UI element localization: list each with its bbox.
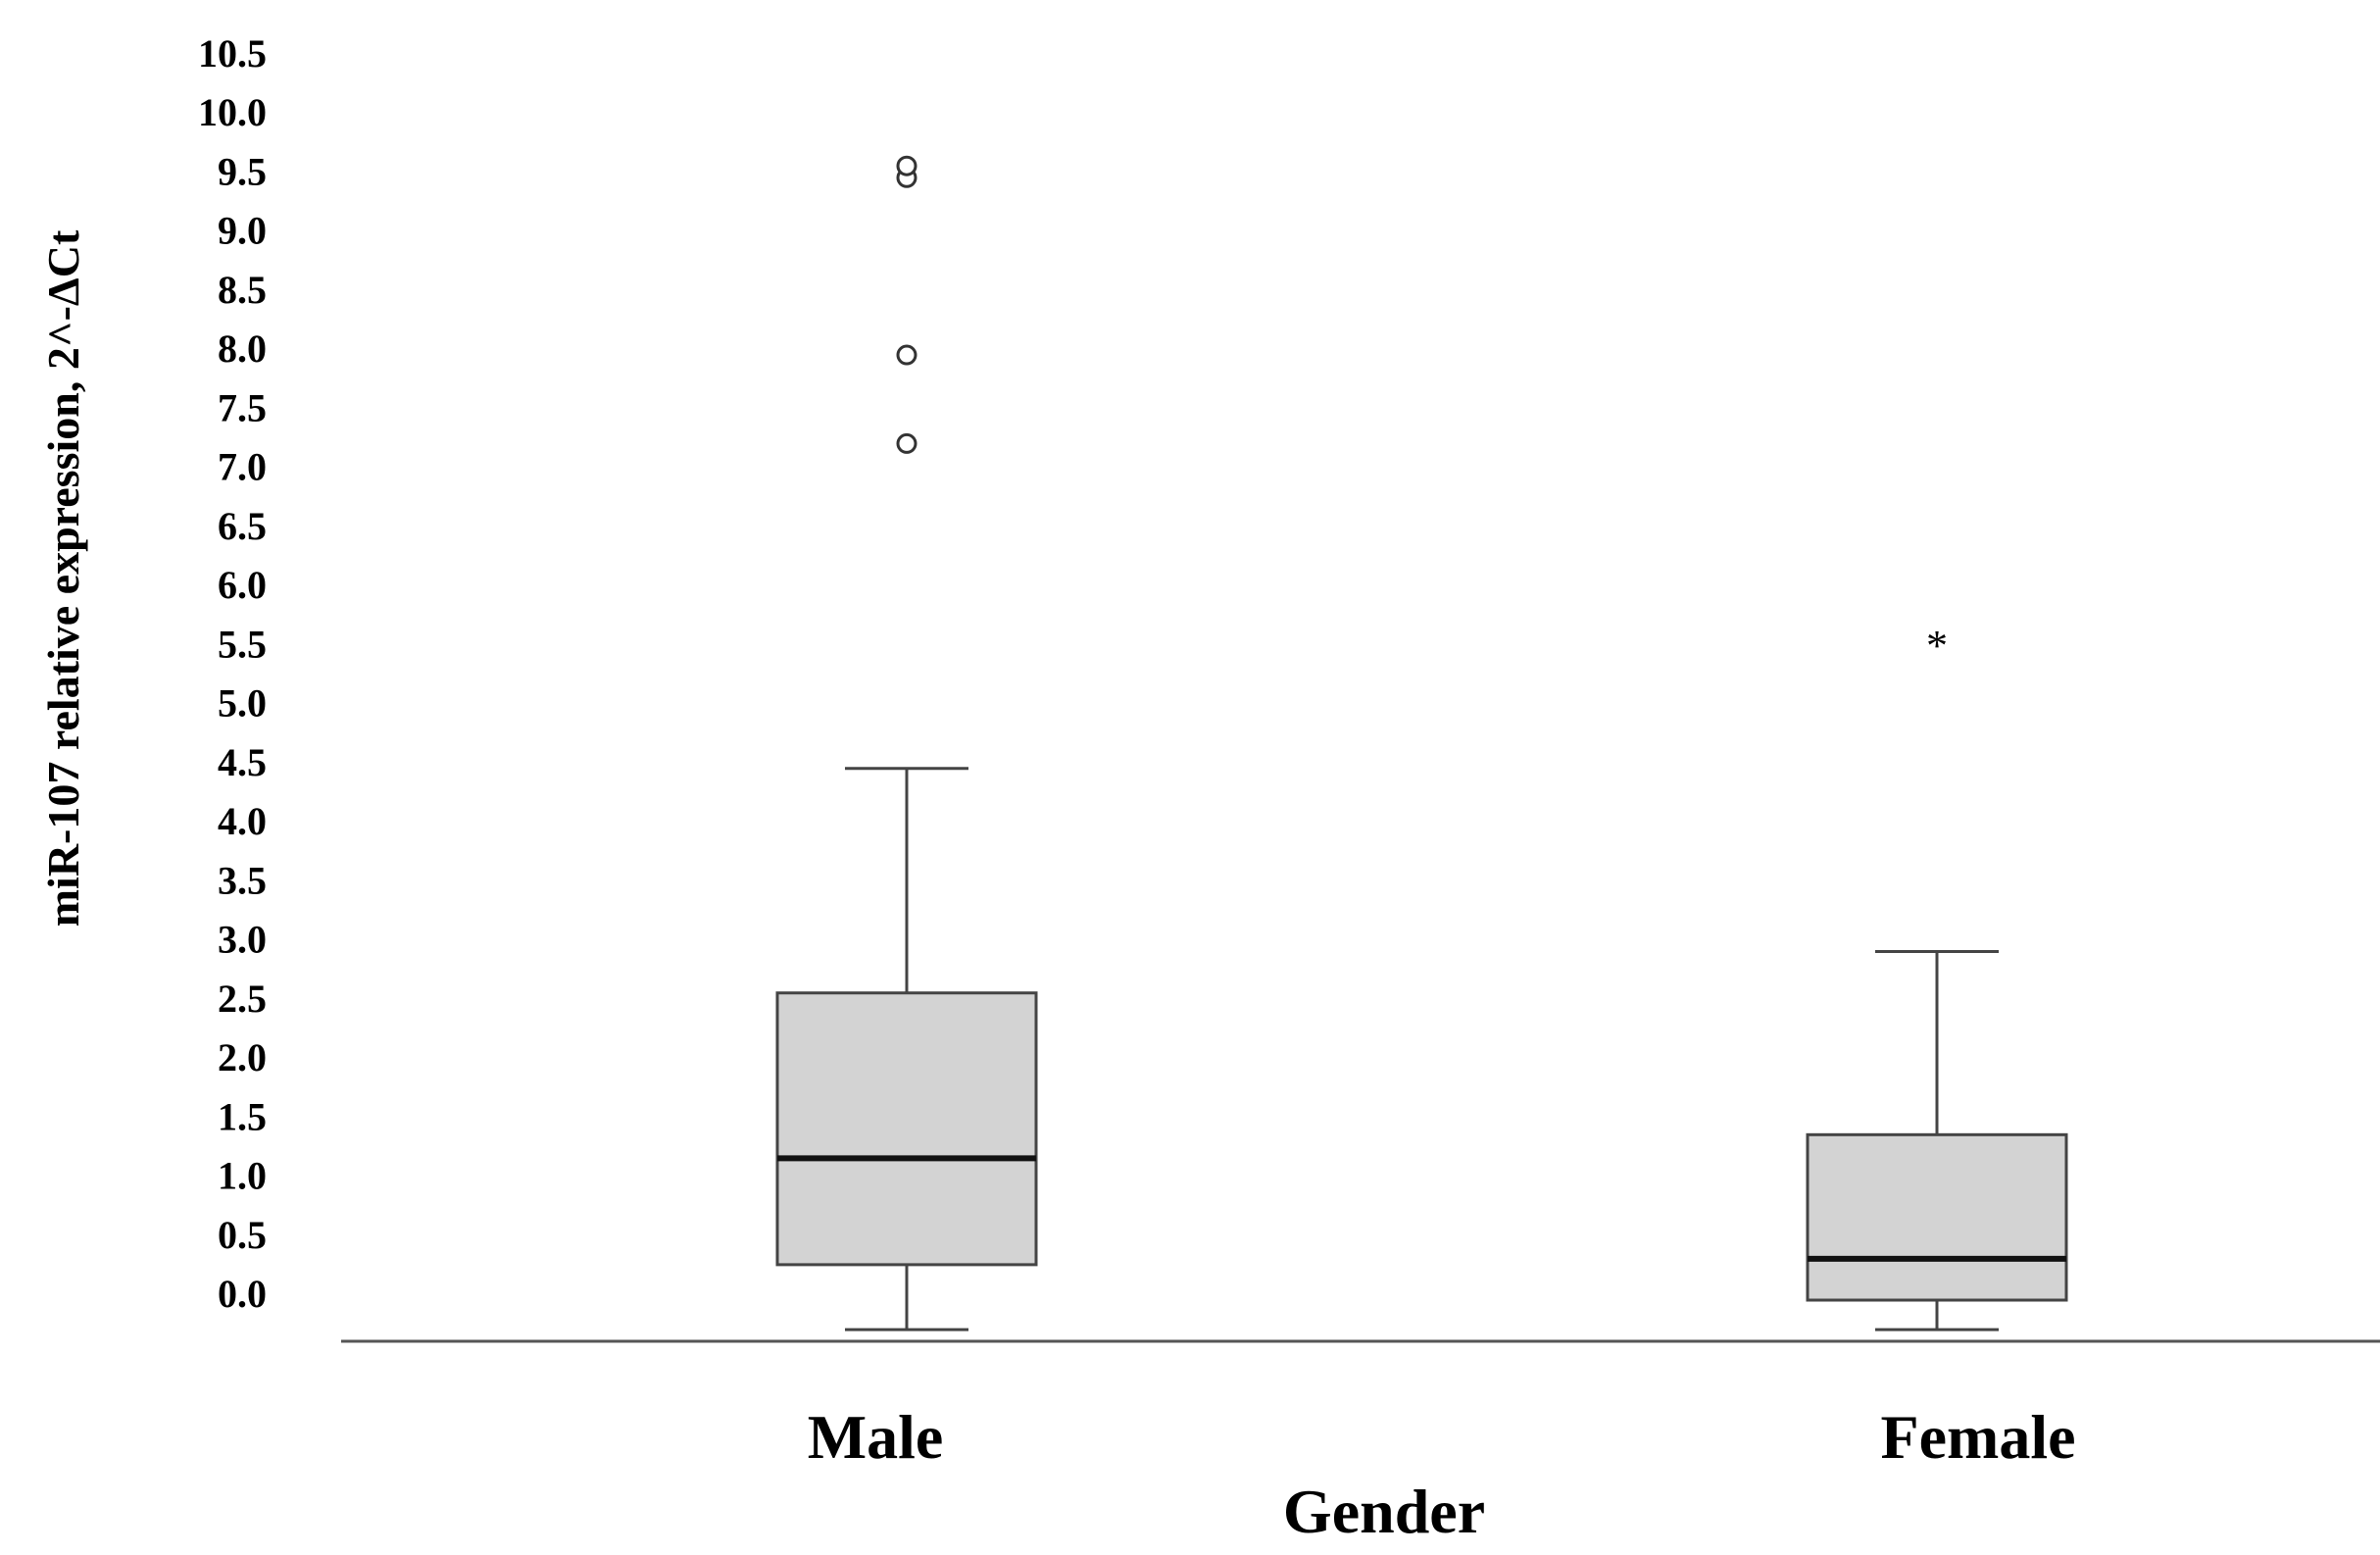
outlier-point [896,344,917,366]
y-tick-label: 8.0 [218,326,267,371]
x-axis-title: Gender [1283,1477,1485,1546]
outlier-point [896,432,917,454]
y-tick-label: 4.5 [218,740,267,784]
x-category-label-male: Male [808,1402,944,1472]
iqr-box [1806,1132,2068,1302]
x-category-label-female: Female [1881,1402,2076,1472]
y-tick-label: 0.5 [218,1213,267,1257]
y-tick-label: 0.0 [218,1272,267,1316]
y-tick-label: 7.0 [218,445,267,489]
box-group-female: * [1806,622,2068,1331]
y-tick-label: 5.5 [218,622,267,666]
y-tick-label: 10.5 [198,31,267,75]
y-axis-title: miR-107 relative expression, 2^-ΔCt [38,229,88,927]
y-tick-label: 6.5 [218,504,267,548]
outlier-point [896,155,917,176]
x-axis-category-labels: Male Female [808,1402,2076,1472]
y-tick-label: 3.0 [218,918,267,962]
y-tick-label: 7.5 [218,385,267,429]
y-tick-label: 10.0 [198,90,267,134]
y-tick-label: 1.5 [218,1094,267,1138]
y-tick-label: 5.0 [218,681,267,726]
y-tick-label: 9.5 [218,149,267,193]
y-tick-label: 6.0 [218,563,267,607]
extreme-point: * [1926,622,1948,670]
y-tick-label: 4.0 [218,799,267,843]
box-group-male [775,155,1038,1331]
y-axis-ticks: 0.0 0.5 1.0 1.5 2.0 2.5 3.0 3.5 4.0 4.5 5.0 5.5 6.0 6… [198,31,267,1316]
y-tick-label: 3.5 [218,858,267,902]
y-tick-label: 8.5 [218,268,267,312]
y-tick-label: 1.0 [218,1154,267,1198]
y-tick-label: 9.0 [218,209,267,253]
y-tick-label: 2.5 [218,977,267,1021]
iqr-box [775,991,1038,1267]
box-series: * [775,155,2068,1331]
y-tick-label: 2.0 [218,1035,267,1079]
